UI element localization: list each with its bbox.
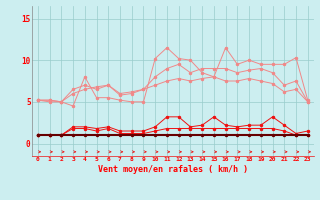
X-axis label: Vent moyen/en rafales ( km/h ): Vent moyen/en rafales ( km/h ) xyxy=(98,165,248,174)
